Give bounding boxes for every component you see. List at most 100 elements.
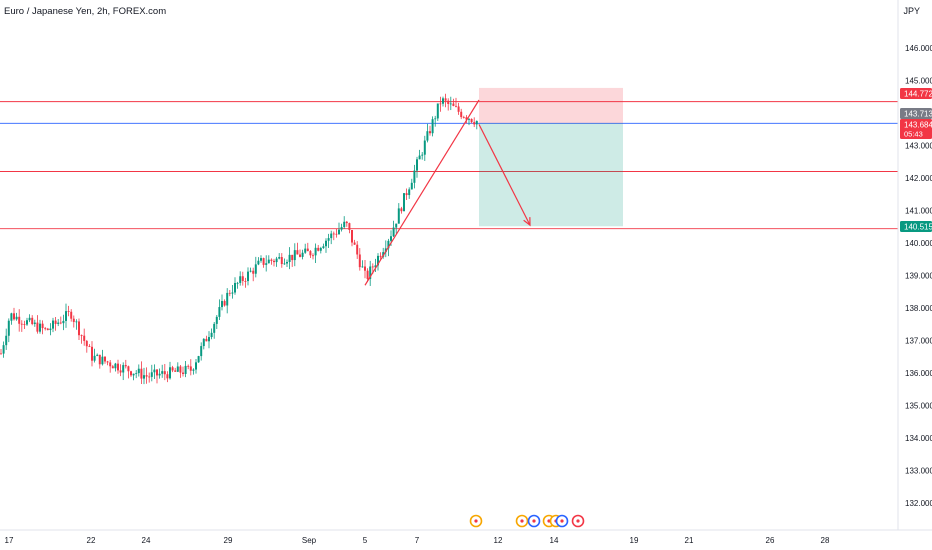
candle-body — [52, 320, 54, 329]
candle-body — [429, 131, 431, 134]
candle-body — [0, 353, 2, 355]
take-profit-zone[interactable] — [479, 123, 623, 227]
candle-body — [145, 375, 148, 377]
candle-body — [345, 221, 348, 224]
candle-body — [234, 282, 236, 293]
candle-body — [33, 322, 36, 324]
entry-price-label: 143.684 — [904, 121, 932, 130]
candle-body — [447, 100, 450, 104]
candle-body — [462, 117, 465, 118]
y-tick-label: 134.000 — [905, 434, 932, 443]
candle-body — [137, 368, 140, 374]
candle-body — [475, 120, 478, 125]
candle-body — [140, 368, 143, 379]
candle-body — [283, 263, 286, 265]
candle-body — [236, 282, 239, 284]
currency-label: JPY — [903, 6, 920, 16]
candle-body — [96, 354, 99, 356]
candle-body — [465, 117, 468, 120]
candle-body — [423, 140, 426, 155]
candle-body — [13, 313, 15, 320]
candle-body — [114, 363, 117, 369]
stop-loss-zone[interactable] — [479, 87, 623, 124]
y-tick-label: 137.000 — [905, 337, 932, 346]
price-axis[interactable]: 146.000145.000144.000143.000142.000141.0… — [897, 0, 932, 530]
candle-body — [54, 320, 57, 324]
candle-body — [223, 301, 226, 306]
candle-body — [312, 255, 314, 257]
candle-body — [470, 118, 473, 123]
candle-body — [413, 170, 416, 183]
candle-body — [366, 270, 369, 279]
candle-body — [353, 242, 356, 245]
candle-body — [228, 292, 231, 294]
candle-body — [377, 255, 379, 266]
candle-body — [405, 193, 408, 196]
candle-body — [387, 240, 390, 249]
candle-body — [127, 366, 130, 372]
candle-body — [135, 373, 138, 374]
candle-body — [91, 346, 93, 361]
time-axis[interactable]: 17 22 24 29 Sep 5 7 12 14 19 21 26 28 — [0, 529, 932, 545]
event-markers[interactable] — [469, 514, 585, 528]
take-profit-label: 140.515 — [904, 223, 932, 232]
candle-body — [49, 328, 52, 331]
candle-body — [361, 266, 364, 268]
candle-body — [7, 320, 10, 336]
y-tick-label: 136.000 — [905, 369, 932, 378]
y-tick-label: 143.000 — [905, 142, 932, 151]
y-tick-label: 146.000 — [905, 44, 932, 53]
projection-arrow-line[interactable] — [478, 124, 531, 226]
y-tick-label: 138.000 — [905, 304, 932, 313]
x-tick-label: Sep — [302, 536, 317, 545]
candle-body — [335, 233, 338, 235]
symbol-title[interactable]: Euro / Japanese Yen, 2h, FOREX.com — [4, 6, 167, 17]
candle-body — [270, 259, 273, 261]
candle-body — [109, 362, 112, 367]
candle-body — [179, 366, 182, 373]
candle-body — [26, 320, 28, 325]
candle-body — [124, 365, 127, 367]
drawings[interactable] — [364, 99, 531, 286]
candle-body — [293, 250, 296, 261]
candle-body — [322, 246, 325, 249]
candle-body — [288, 254, 291, 263]
candle-body — [457, 106, 460, 112]
candle-body — [143, 375, 145, 379]
candle-body — [215, 316, 218, 324]
candle-body — [408, 189, 411, 196]
horizontal-line-top-label-bg — [900, 88, 932, 99]
event-dot-icon — [532, 519, 536, 523]
candle-body — [254, 264, 257, 274]
y-tick-label: 139.000 — [905, 272, 932, 281]
candle-body — [314, 247, 317, 256]
candle-body — [473, 122, 476, 125]
event-dot-icon — [520, 519, 524, 523]
candle-body — [262, 258, 265, 265]
y-tick-label: 133.000 — [905, 467, 932, 476]
entry-price-label-bg — [900, 119, 932, 139]
candle-body — [327, 238, 330, 241]
candle-body — [249, 270, 252, 272]
candle-body — [41, 323, 44, 329]
candle-body — [44, 328, 47, 329]
candle-body — [301, 252, 304, 257]
trendline[interactable] — [364, 99, 480, 286]
candle-body — [150, 372, 153, 377]
candle-body — [364, 266, 366, 271]
current-price-label-bg — [900, 108, 932, 119]
short-position-tool[interactable] — [479, 87, 623, 227]
candle-body — [436, 103, 439, 119]
x-tick-label: 29 — [224, 536, 233, 545]
candle-body — [286, 262, 288, 264]
candle-body — [20, 323, 23, 325]
candle-body — [36, 322, 39, 332]
countdown-label: 05:43 — [904, 130, 923, 139]
x-tick-label: 7 — [415, 536, 420, 545]
candle-body — [265, 263, 268, 265]
candle-body — [104, 356, 106, 362]
y-tick-label: 135.000 — [905, 402, 932, 411]
candle-body — [369, 266, 372, 279]
x-tick-label: 12 — [494, 536, 503, 545]
